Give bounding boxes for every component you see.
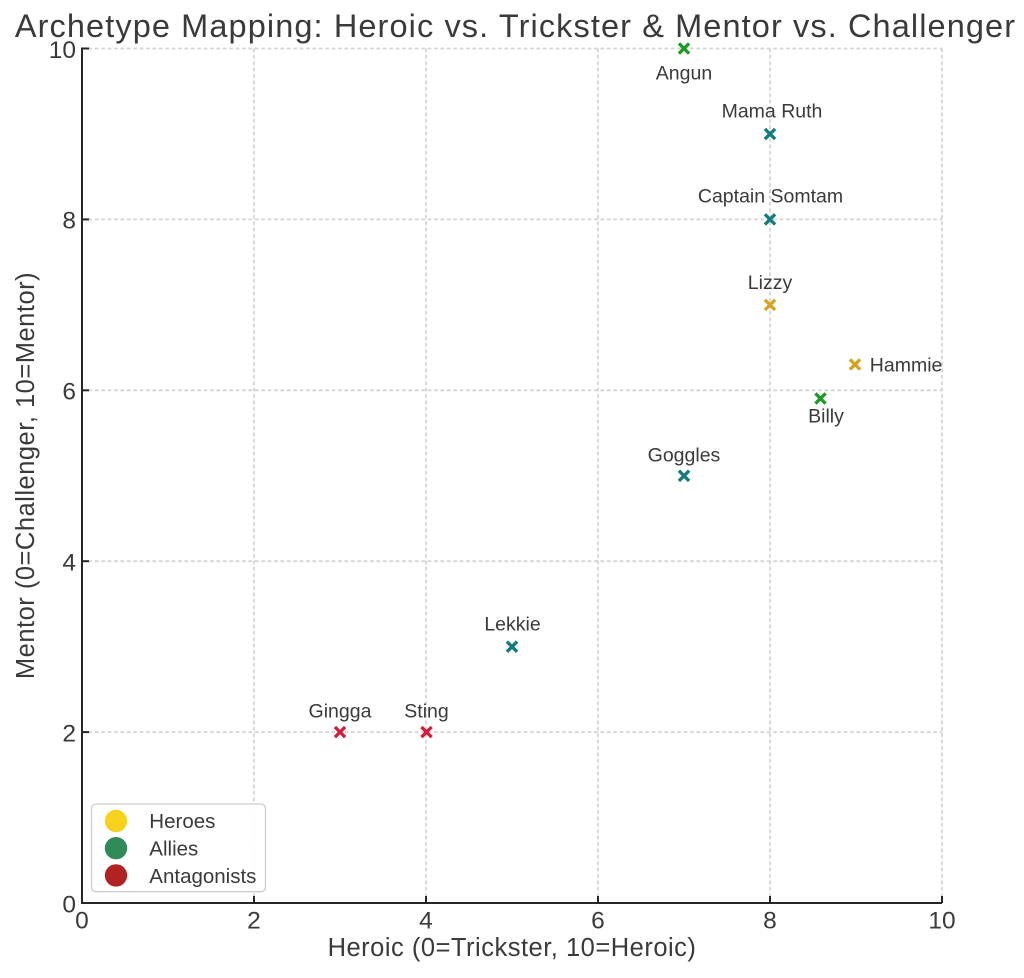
svg-text:10: 10 [928, 908, 955, 935]
svg-text:Antagonists: Antagonists [149, 865, 256, 888]
svg-text:10: 10 [49, 37, 76, 64]
svg-text:4: 4 [62, 550, 76, 577]
svg-text:Hammie: Hammie [870, 354, 943, 376]
svg-text:2: 2 [247, 908, 261, 935]
svg-text:8: 8 [763, 908, 777, 935]
svg-text:Heroic (0=Trickster, 10=Heroic: Heroic (0=Trickster, 10=Heroic) [328, 934, 697, 962]
svg-text:Heroes: Heroes [149, 810, 215, 833]
svg-text:Captain Somtam: Captain Somtam [698, 186, 843, 208]
svg-text:0: 0 [75, 908, 89, 935]
svg-text:Billy: Billy [808, 406, 844, 428]
svg-text:Lizzy: Lizzy [748, 272, 793, 294]
svg-text:8: 8 [62, 208, 76, 235]
svg-text:Sting: Sting [404, 701, 448, 723]
svg-text:Gingga: Gingga [309, 701, 372, 723]
svg-text:6: 6 [62, 379, 76, 406]
svg-text:Mama Ruth: Mama Ruth [722, 101, 823, 123]
svg-text:6: 6 [591, 908, 605, 935]
svg-text:Archetype Mapping: Heroic vs.: Archetype Mapping: Heroic vs. Trickster … [15, 8, 1016, 44]
svg-text:Mentor (0=Challenger, 10=Mento: Mentor (0=Challenger, 10=Mentor) [12, 272, 40, 679]
svg-text:2: 2 [62, 720, 76, 747]
svg-text:4: 4 [419, 908, 433, 935]
svg-text:Allies: Allies [149, 838, 198, 861]
svg-text:Lekkie: Lekkie [484, 614, 540, 636]
svg-text:Angun: Angun [656, 63, 712, 85]
svg-text:0: 0 [62, 891, 76, 918]
svg-text:Goggles: Goggles [648, 444, 721, 466]
